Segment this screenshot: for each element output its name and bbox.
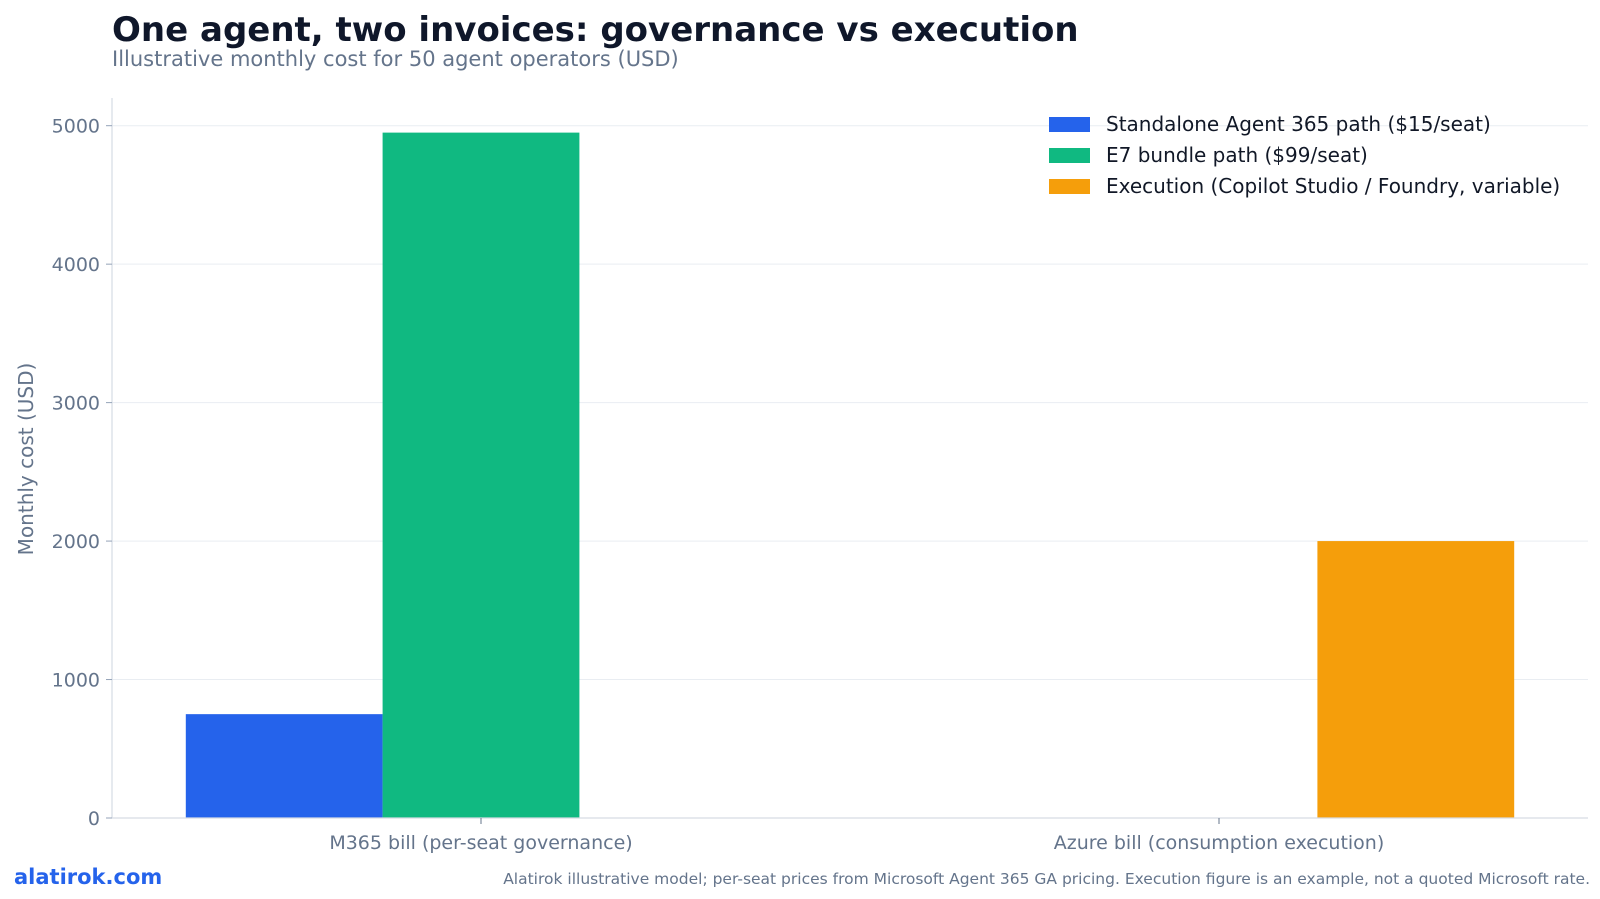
brand-logo: alatirok.com [14, 865, 162, 889]
x-ticks: M365 bill (per-seat governance) Azure bil… [329, 818, 1384, 854]
y-tick-label: 1000 [52, 670, 100, 692]
y-ticks: 0 1000 2000 3000 4000 5000 [52, 116, 112, 830]
y-tick-label: 4000 [52, 254, 100, 276]
legend-label: Standalone Agent 365 path ($15/seat) [1106, 112, 1491, 136]
legend-swatch [1049, 179, 1090, 194]
footnote: Alatirok illustrative model; per-seat pr… [503, 870, 1590, 888]
legend-label: E7 bundle path ($99/seat) [1106, 143, 1368, 167]
y-axis-label: Monthly cost (USD) [14, 363, 38, 556]
x-tick-label: Azure bill (consumption execution) [1054, 832, 1385, 854]
x-tick-label: M365 bill (per-seat governance) [329, 832, 632, 854]
bar [185, 714, 383, 818]
bar [1317, 541, 1515, 818]
legend-swatch [1049, 117, 1090, 132]
chart-title: One agent, two invoices: governance vs e… [112, 10, 1079, 50]
bar [382, 132, 580, 819]
legend-label: Execution (Copilot Studio / Foundry, var… [1106, 174, 1560, 198]
y-tick-label: 0 [88, 808, 100, 830]
y-tick-label: 3000 [52, 393, 100, 415]
chart-subtitle: Illustrative monthly cost for 50 agent o… [112, 47, 679, 71]
bars [185, 132, 1515, 819]
legend: Standalone Agent 365 path ($15/seat) E7 b… [1049, 112, 1560, 198]
y-tick-label: 5000 [52, 116, 100, 138]
legend-swatch [1049, 148, 1090, 163]
y-tick-label: 2000 [52, 531, 100, 553]
